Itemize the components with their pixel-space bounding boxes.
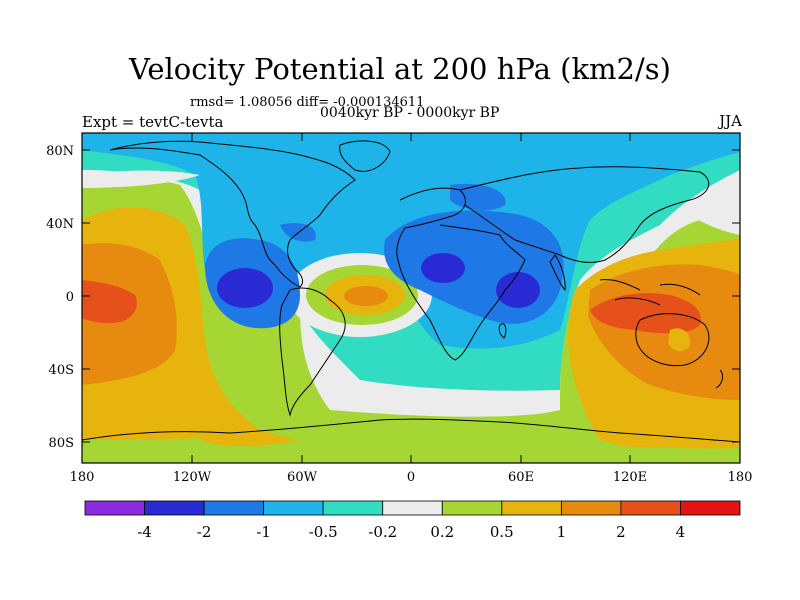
colorbar-label: 2	[616, 523, 626, 541]
colorbar-swatch	[144, 500, 205, 516]
coastlines	[82, 140, 740, 443]
lat-label: 80S	[49, 436, 74, 451]
lon-label: 120E	[613, 470, 647, 485]
colorbar	[84, 500, 741, 516]
contour-fill	[82, 133, 740, 463]
colorbar-swatch	[322, 500, 384, 516]
chart-title: Velocity Potential at 200 hPa (km2/s)	[129, 52, 671, 86]
lat-label: 0	[66, 290, 74, 305]
colorbar-label: 0.2	[430, 523, 454, 541]
axis-ticks	[81, 133, 741, 463]
lat-label: 80N	[46, 144, 74, 159]
lat-label: 40S	[49, 363, 74, 378]
colorbar-swatch	[84, 500, 145, 516]
colorbar-label: 1	[557, 523, 567, 541]
season-label: JJA	[719, 112, 742, 130]
period-label: 0040kyr BP - 0000kyr BP	[320, 105, 500, 121]
colorbar-swatch	[263, 500, 324, 516]
lon-label: 180	[70, 470, 95, 485]
colorbar-swatch	[560, 500, 622, 516]
colorbar-swatch	[441, 500, 503, 516]
colorbar-label: 4	[676, 523, 686, 541]
colorbar-swatch	[382, 500, 443, 516]
colorbar-label: -1	[256, 523, 271, 541]
colorbar-swatch	[620, 500, 681, 516]
lon-label: 0	[407, 470, 415, 485]
lon-label: 60W	[287, 470, 318, 485]
colorbar-label: 0.5	[490, 523, 514, 541]
lon-label: 180	[728, 470, 753, 485]
colorbar-swatch	[203, 500, 265, 516]
lon-label: 60E	[508, 470, 534, 485]
experiment-label: Expt = tevtC-tevta	[82, 113, 224, 131]
lon-label: 120W	[173, 470, 212, 485]
colorbar-swatch	[680, 500, 741, 516]
colorbar-label: -4	[137, 523, 152, 541]
colorbar-swatch	[501, 500, 562, 516]
stats-text: rmsd= 1.08056 diff= -0.000134611	[190, 95, 425, 110]
colorbar-label: -0.5	[309, 523, 338, 541]
colorbar-label: -0.2	[368, 523, 397, 541]
lat-label: 40N	[46, 217, 74, 232]
colorbar-label: -2	[197, 523, 212, 541]
colorbar-labels: -4 -2 -1 -0.5 -0.2 0.2 0.5 1 2 4	[137, 523, 685, 541]
